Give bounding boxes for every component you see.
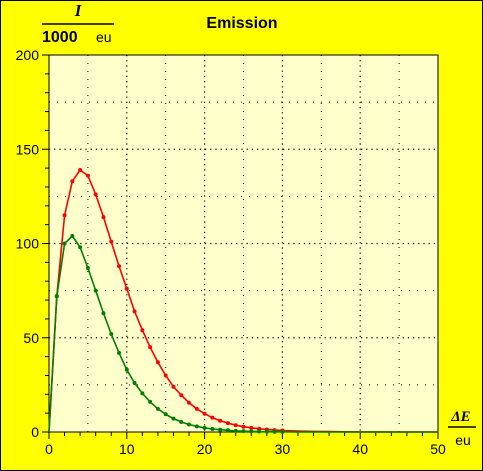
series-1-point	[62, 213, 67, 218]
series-2-point	[155, 406, 160, 411]
series-2-point	[272, 429, 277, 434]
y-tick-label: 200	[16, 47, 40, 63]
x-tick-label: 20	[197, 441, 213, 457]
series-2-point	[225, 428, 230, 433]
y-axis-label-numerator: I	[74, 1, 83, 20]
y-tick-label: 0	[31, 424, 39, 440]
series-2-point	[78, 245, 83, 250]
chart-title: Emission	[206, 15, 277, 32]
series-line-1	[48, 168, 438, 433]
series-2-point	[163, 412, 168, 417]
series-2-point	[101, 311, 106, 316]
series-2-point	[257, 429, 262, 434]
x-tick-label: 50	[430, 441, 446, 457]
x-axis-label-numerator: ΔE	[450, 409, 470, 425]
series-2-point	[210, 426, 215, 431]
x-tick-label: 0	[45, 441, 53, 457]
series-1-point	[249, 425, 254, 430]
series-2-point	[109, 331, 114, 336]
series-2-point	[148, 399, 153, 404]
series-1-point	[132, 309, 137, 314]
series-1-point	[233, 423, 238, 428]
series-2-point	[264, 429, 269, 434]
plot-area	[48, 54, 439, 433]
x-tick-label: 10	[119, 441, 135, 457]
series-1-point	[241, 424, 246, 429]
y-tick-label: 100	[16, 236, 40, 252]
series-2-point	[62, 241, 67, 246]
series-1-point	[179, 393, 184, 398]
series-2-point	[241, 429, 246, 434]
series-1-point	[210, 415, 215, 420]
series-1-point	[187, 400, 192, 405]
series-1-point	[101, 215, 106, 220]
series-2-point	[54, 294, 59, 299]
y-axis-label-denominator-unit: eu	[96, 29, 112, 45]
series-1-point	[124, 286, 129, 291]
series-1-point	[109, 239, 114, 244]
series-2-point	[171, 416, 176, 421]
series-2-point	[140, 391, 145, 396]
series-2-point	[132, 380, 137, 385]
series-2-point	[124, 367, 129, 372]
series-2-point	[249, 429, 254, 434]
series-1-point	[93, 192, 98, 197]
x-tick-label: 30	[275, 441, 291, 457]
series-1-point	[70, 179, 75, 184]
series-2-point	[202, 425, 207, 430]
series-2-point	[280, 429, 285, 434]
series-1-point	[202, 411, 207, 416]
x-tick-label: 40	[352, 441, 368, 457]
x-axis-label-denominator: eu	[455, 432, 471, 448]
series-2-point	[93, 288, 98, 293]
series-1-point	[194, 406, 199, 411]
series-2-point	[70, 233, 75, 238]
series-2-point	[179, 420, 184, 425]
series-1-point	[85, 173, 90, 178]
series-1-point	[225, 421, 230, 426]
y-tick-label: 50	[23, 330, 39, 346]
series-1-point	[117, 264, 122, 269]
series-1-point	[155, 360, 160, 365]
series-2-point	[233, 428, 238, 433]
series-1-point	[171, 384, 176, 389]
y-tick-label: 150	[16, 141, 40, 157]
series-1-point	[163, 373, 168, 378]
series-1-point	[218, 418, 223, 423]
series-2-point	[218, 427, 223, 432]
series-1-point	[148, 345, 153, 350]
series-1-point	[140, 328, 145, 333]
series-line-2	[48, 234, 438, 433]
series-2-point	[85, 266, 90, 271]
series-1-point	[78, 167, 83, 172]
series-1-point	[257, 426, 262, 431]
series-2-point	[187, 422, 192, 427]
y-axis-label-denominator-number: 1000	[42, 29, 78, 46]
series-2-point	[117, 350, 122, 355]
series-2-point	[194, 424, 199, 429]
